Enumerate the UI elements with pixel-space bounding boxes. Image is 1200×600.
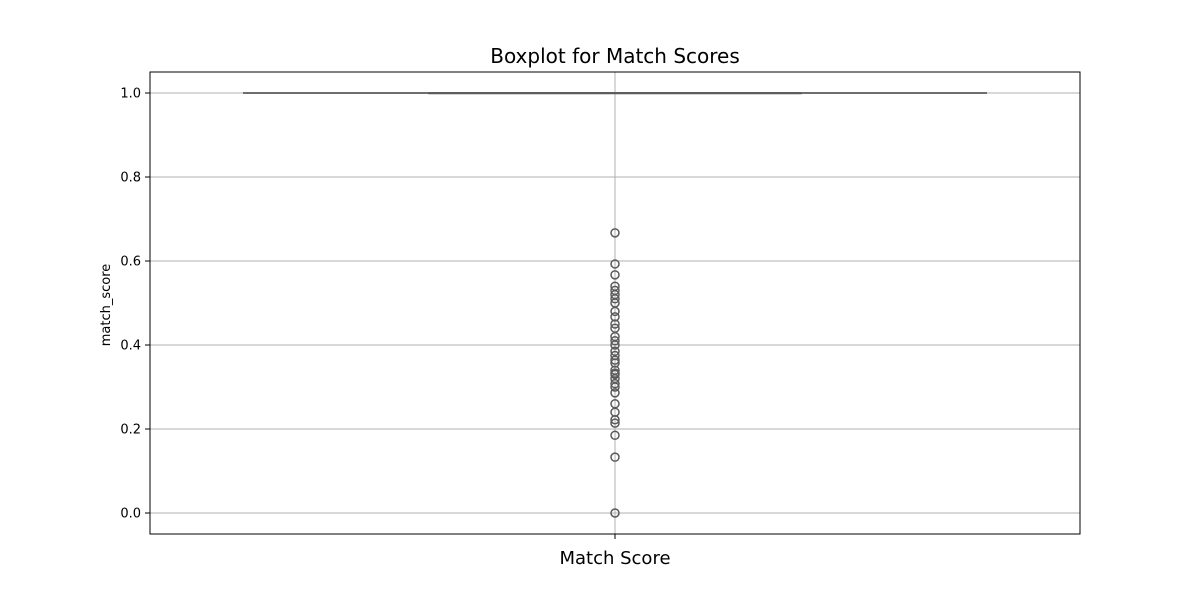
y-tick-label: 0.0	[120, 507, 141, 522]
y-tick-label: 0.4	[120, 339, 141, 354]
outlier-point	[610, 281, 620, 291]
outlier-point	[610, 355, 620, 365]
outlier-point	[610, 319, 620, 329]
y-axis-label: match_score	[99, 264, 114, 347]
outlier-point	[610, 312, 620, 322]
box-layer	[243, 92, 987, 95]
outlier-point	[610, 378, 620, 389]
outlier-point	[610, 508, 620, 518]
outlier-point	[610, 259, 620, 269]
outlier-point	[610, 285, 620, 296]
outlier-point	[610, 399, 620, 409]
outlier-layer	[610, 228, 620, 518]
y-tick-label: 0.2	[120, 423, 141, 438]
outlier-point	[610, 452, 620, 462]
y-tick-label: 1.0	[120, 87, 141, 102]
outlier-point	[610, 346, 620, 357]
tick-layer: 0.0 0.2 0.4 0.6 0.8 1.0	[120, 87, 616, 539]
outlier-point	[610, 365, 620, 375]
y-tick-label: 0.8	[120, 171, 141, 186]
outlier-point	[610, 430, 620, 441]
y-tick-label: 0.6	[120, 255, 141, 270]
outlier-point	[610, 418, 620, 428]
chart-title: Boxplot for Match Scores	[490, 44, 740, 68]
outlier-point	[610, 350, 620, 361]
outlier-point	[610, 388, 620, 398]
outlier-point	[610, 336, 620, 346]
outlier-point	[610, 270, 620, 280]
outlier-point	[610, 368, 620, 378]
outlier-point	[610, 323, 620, 333]
outlier-point	[610, 228, 620, 238]
x-axis-label: Match Score	[559, 548, 670, 569]
